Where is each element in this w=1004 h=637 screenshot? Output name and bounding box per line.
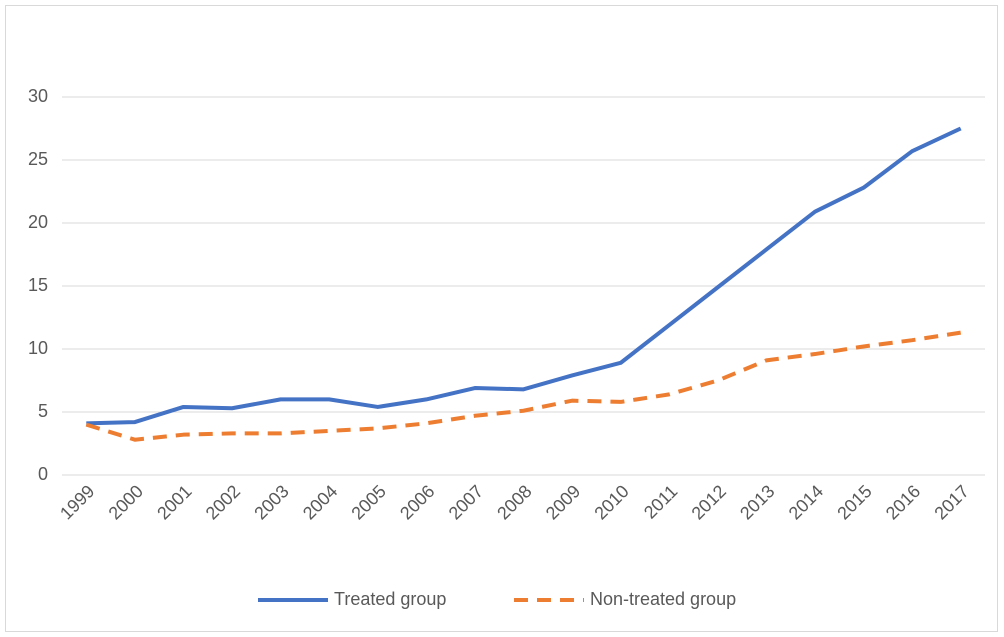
series-line: [85, 330, 962, 442]
y-tick-label: 5: [38, 401, 48, 421]
y-tick-label: 30: [28, 86, 48, 106]
y-tick-label: 25: [28, 149, 48, 169]
legend-label: Treated group: [334, 589, 446, 609]
y-tick-label: 10: [28, 338, 48, 358]
y-tick-label: 15: [28, 275, 48, 295]
series-line: [86, 126, 962, 426]
y-tick-label: 20: [28, 212, 48, 232]
legend-label: Non-treated group: [590, 589, 736, 609]
chart-border: [5, 5, 998, 632]
y-tick-label: 0: [38, 464, 48, 484]
